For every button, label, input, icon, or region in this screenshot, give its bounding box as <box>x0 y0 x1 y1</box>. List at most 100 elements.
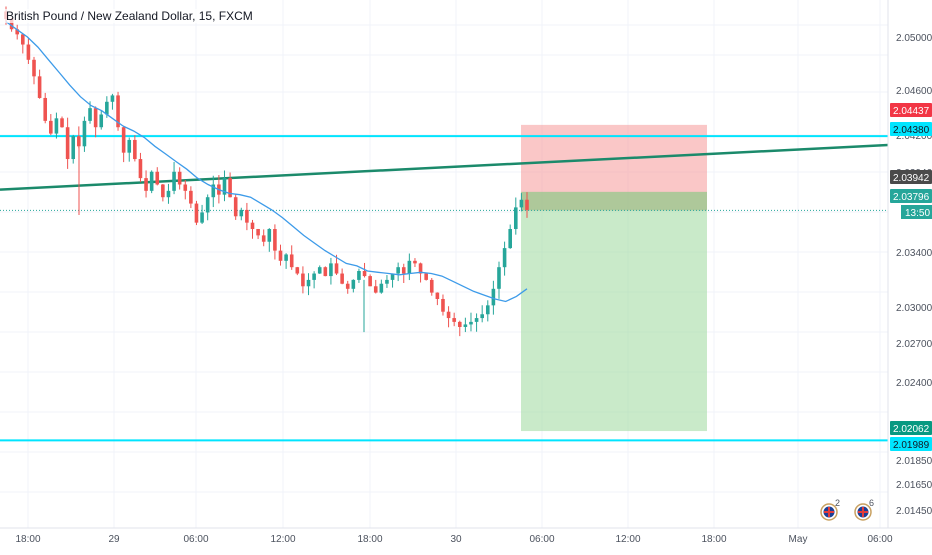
price-label-bg <box>890 170 932 184</box>
candle-body <box>446 311 451 319</box>
candle-body <box>401 267 406 274</box>
candle-body <box>261 235 266 242</box>
candle-body <box>373 286 378 293</box>
price-label-badge: 2.02062 <box>890 421 932 435</box>
candle-body <box>485 305 490 315</box>
candle-body <box>144 178 148 191</box>
time-tick-label: 06:00 <box>183 534 208 545</box>
candle-body <box>32 59 36 77</box>
candle-body <box>222 178 227 195</box>
candle-body <box>301 273 305 287</box>
candle-body <box>26 44 31 60</box>
candle-body <box>194 203 199 223</box>
candle-body <box>183 184 188 191</box>
price-label-text: 2.04437 <box>893 106 930 117</box>
candle-body <box>9 19 14 30</box>
countdown-bg <box>901 205 932 219</box>
candle-body <box>469 321 473 325</box>
candle-body <box>497 267 501 289</box>
candle-body <box>82 120 87 147</box>
moving-average-line <box>5 21 528 303</box>
candle-body <box>502 248 507 268</box>
candle-body <box>149 171 154 191</box>
candle-body <box>273 229 277 251</box>
price-label-bg <box>890 421 932 435</box>
candle-body <box>278 250 283 261</box>
candle-body <box>138 159 143 179</box>
price-tick-label: 2.01650 <box>896 480 932 491</box>
candle-body <box>334 263 339 274</box>
candle-body <box>211 184 216 198</box>
time-tick-label: 12:00 <box>615 534 640 545</box>
candle-body <box>513 207 518 230</box>
candle-body <box>457 321 462 327</box>
candle-body <box>250 222 255 230</box>
candle-body <box>267 229 272 242</box>
candle-body <box>474 318 479 322</box>
candle-body <box>200 212 204 223</box>
candle-body <box>452 318 456 322</box>
candle-body <box>88 108 92 121</box>
time-tick-label: 18:00 <box>357 534 382 545</box>
candle-body <box>65 127 70 160</box>
trend-line <box>0 143 889 191</box>
candle-body <box>121 127 126 153</box>
candle-body <box>441 298 445 312</box>
candle-body <box>413 260 417 264</box>
candle-body <box>155 171 160 185</box>
price-tick-label: 2.02400 <box>896 378 932 389</box>
time-tick-label: 12:00 <box>270 534 295 545</box>
candle-body <box>233 197 238 217</box>
candle-body <box>99 114 104 128</box>
candle-body <box>15 29 20 35</box>
price-label-text: 2.03942 <box>893 173 930 184</box>
price-label-badge: 2.03796 <box>890 189 932 203</box>
candle-body <box>161 184 165 198</box>
candle-body <box>379 283 384 293</box>
candle-body <box>351 279 356 289</box>
candle-body <box>424 273 428 280</box>
candle-body <box>519 199 524 208</box>
candle-body <box>463 324 468 327</box>
price-tick-label: 2.02700 <box>896 339 932 350</box>
time-tick-label: 29 <box>108 534 120 545</box>
price-label-text: 2.04380 <box>893 125 930 136</box>
candle-body <box>127 139 132 153</box>
candle-body <box>491 288 496 306</box>
time-tick-label: 06:00 <box>867 534 892 545</box>
event-count: 6 <box>869 498 874 508</box>
candle-body <box>245 209 249 223</box>
candle-body <box>228 178 232 198</box>
price-label-text: 2.01989 <box>893 440 930 451</box>
candle-body <box>345 283 350 289</box>
price-tick-label: 2.01450 <box>896 506 932 517</box>
time-tick-label: 18:00 <box>701 534 726 545</box>
price-tick-label: 2.05000 <box>896 33 932 44</box>
candle-body <box>340 273 344 284</box>
price-label-badge: 2.04380 <box>890 122 932 136</box>
candle-body <box>21 34 25 45</box>
price-label-bg <box>890 189 932 203</box>
candle-body <box>71 136 76 160</box>
candle-body <box>295 267 300 274</box>
candle-body <box>284 254 288 261</box>
candle-body <box>256 229 260 236</box>
symbol-title: British Pound / New Zealand Dollar, 15, … <box>4 9 255 23</box>
uk-flag-icon: 6 <box>854 498 874 521</box>
countdown-label: 13:50 <box>905 208 930 219</box>
candle-body <box>385 279 389 284</box>
candle-body <box>60 118 64 128</box>
candle-body <box>306 279 311 287</box>
candle-body <box>429 279 434 293</box>
price-label-text: 2.03796 <box>893 192 930 203</box>
candle-body <box>172 171 176 191</box>
price-label-badge: 2.03942 <box>890 170 932 184</box>
price-tick-label: 2.04200 <box>896 131 932 142</box>
candle-body <box>133 139 137 160</box>
candle-body <box>54 118 59 134</box>
price-label-bg <box>890 103 932 117</box>
candle-body <box>435 292 440 299</box>
current-profit-zone <box>521 191 707 211</box>
